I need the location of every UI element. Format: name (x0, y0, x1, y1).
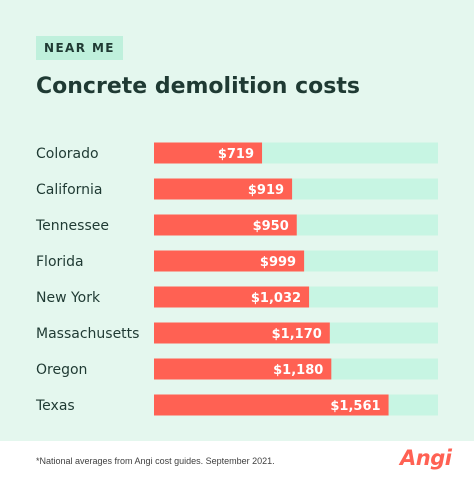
category-label-california: California (36, 182, 102, 198)
bar-colorado (154, 142, 263, 164)
category-label-massachusetts: Massachusetts (36, 326, 139, 342)
footnote: *National averages from Angi cost guides… (36, 456, 275, 466)
category-label-florida: Florida (36, 254, 84, 270)
near-me-badge: NEAR ME (36, 36, 123, 60)
value-label-texas: $1,561 (330, 399, 380, 414)
category-label-colorado: Colorado (36, 146, 99, 162)
category-label-new-york: New York (36, 290, 101, 306)
value-label-florida: $999 (260, 255, 296, 270)
value-label-oregon: $1,180 (273, 363, 323, 378)
category-label-tennessee: Tennessee (35, 218, 109, 234)
value-label-tennessee: $950 (253, 219, 289, 234)
value-label-california: $919 (248, 183, 284, 198)
bar-california (154, 178, 293, 200)
chart-title: Concrete demolition costs (36, 74, 360, 99)
bar-new-york (154, 286, 310, 308)
value-label-new-york: $1,032 (251, 291, 301, 306)
bar-tennessee (154, 214, 297, 236)
bar-chart: Colorado $719 California $919 Tennessee $950 F… (35, 142, 438, 416)
bar-oregon (154, 358, 332, 380)
chart-card: NEAR ME Concrete demolition costs Colora… (0, 0, 474, 470)
bar-texas (154, 394, 389, 416)
bar-massachusetts (154, 322, 330, 344)
bar-florida (154, 250, 305, 272)
category-label-oregon: Oregon (36, 362, 87, 378)
value-label-massachusetts: $1,170 (272, 327, 322, 342)
category-label-texas: Texas (35, 398, 75, 414)
angi-logo: Angi (400, 446, 452, 470)
value-label-colorado: $719 (218, 147, 254, 162)
